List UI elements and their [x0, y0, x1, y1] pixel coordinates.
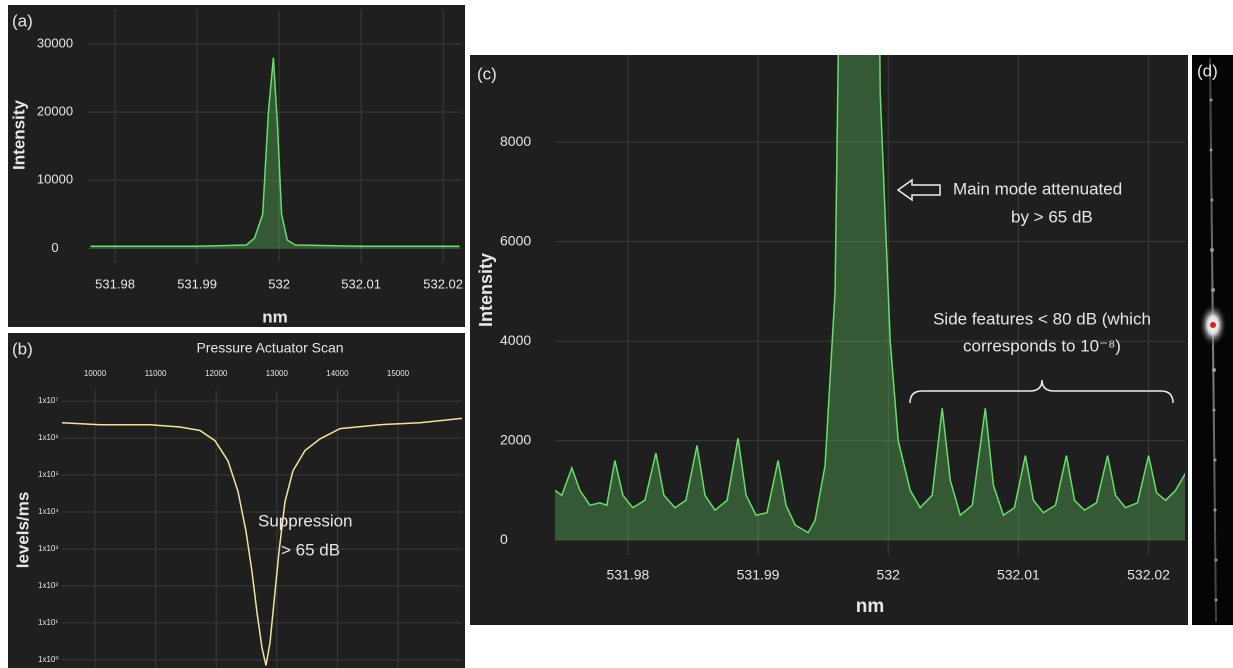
y-tick-label: 2000	[500, 431, 531, 447]
panel-label: (a)	[12, 11, 33, 30]
arrow	[896, 178, 941, 202]
x-tick-label: 531.99	[737, 567, 780, 583]
data-line	[90, 57, 460, 248]
y-tick-label: 20000	[37, 104, 73, 119]
panel-label: (c)	[477, 64, 497, 83]
panel-label: (b)	[12, 339, 33, 358]
x-tick-label: 10000	[84, 369, 107, 378]
y-tick-label: 8000	[500, 133, 531, 149]
panel-background	[8, 333, 465, 668]
red-marker	[1210, 322, 1216, 328]
y-tick-label: 1x10⁰	[38, 655, 59, 664]
panel-label: (d)	[1197, 61, 1218, 80]
annotation: by > 65 dB	[1011, 207, 1093, 226]
chart-title: Pressure Actuator Scan	[196, 340, 343, 356]
x-tick-label: 12000	[205, 369, 228, 378]
y-tick-label: 1x10²	[38, 581, 58, 590]
x-axis-label: nm	[856, 596, 885, 617]
y-tick-label: 1x10³	[38, 544, 58, 553]
x-tick-label: 532.01	[341, 276, 381, 291]
x-tick-label: 532.02	[423, 276, 463, 291]
y-tick-label: 0	[500, 531, 508, 547]
x-tick-label: 532	[877, 567, 901, 583]
y-axis-label: Intensity	[476, 253, 496, 327]
x-axis-label: nm	[262, 307, 288, 326]
y-tick-label: 1x10⁶	[38, 433, 59, 442]
y-tick-label: 30000	[37, 35, 73, 50]
annotation-shapes	[896, 178, 1174, 404]
y-axis-label: Intensity	[9, 100, 28, 170]
y-tick-label: 6000	[500, 232, 531, 248]
brace	[909, 379, 1174, 404]
x-tick-label: 14000	[326, 369, 349, 378]
annotation: corresponds to 10⁻⁸)	[963, 336, 1121, 355]
y-axis-label: levels/ms	[13, 492, 32, 569]
data-line	[555, 55, 1185, 534]
panels: 531.98 531.99 532 532.01 532.020100002000030…	[8, 5, 1188, 668]
y-tick-label: 1x10⁷	[38, 396, 58, 405]
y-tick-label: 1x10⁴	[38, 507, 59, 516]
image-dots	[1209, 98, 1218, 602]
y-tick-label: 0	[51, 240, 58, 255]
image-panel: (d)	[1192, 55, 1233, 625]
data-line	[62, 417, 462, 666]
x-tick-label: 531.98	[95, 276, 135, 291]
annotation: Side features < 80 dB (which	[933, 309, 1151, 328]
x-tick-label: 11000	[145, 369, 167, 378]
x-tick-label: 532	[268, 276, 290, 291]
x-tick-label: 531.98	[606, 567, 649, 583]
y-tick-label: 4000	[500, 332, 531, 348]
annotation: > 65 dB	[281, 540, 340, 559]
x-tick-label: 532.02	[1127, 567, 1170, 583]
annotation: Suppression	[258, 511, 353, 530]
panel-background	[8, 5, 465, 327]
y-tick-label: 1x10¹	[38, 618, 58, 627]
annotation: Main mode attenuated	[953, 179, 1122, 198]
y-tick-label: 1x10⁵	[38, 470, 59, 479]
panel-background	[470, 55, 1188, 625]
area-fill	[90, 57, 460, 249]
x-tick-label: 15000	[387, 369, 410, 378]
x-tick-label: 13000	[266, 369, 289, 378]
area-fill	[555, 55, 1185, 541]
x-tick-label: 532.01	[997, 567, 1040, 583]
x-tick-label: 531.99	[177, 276, 217, 291]
y-tick-label: 10000	[37, 172, 73, 187]
